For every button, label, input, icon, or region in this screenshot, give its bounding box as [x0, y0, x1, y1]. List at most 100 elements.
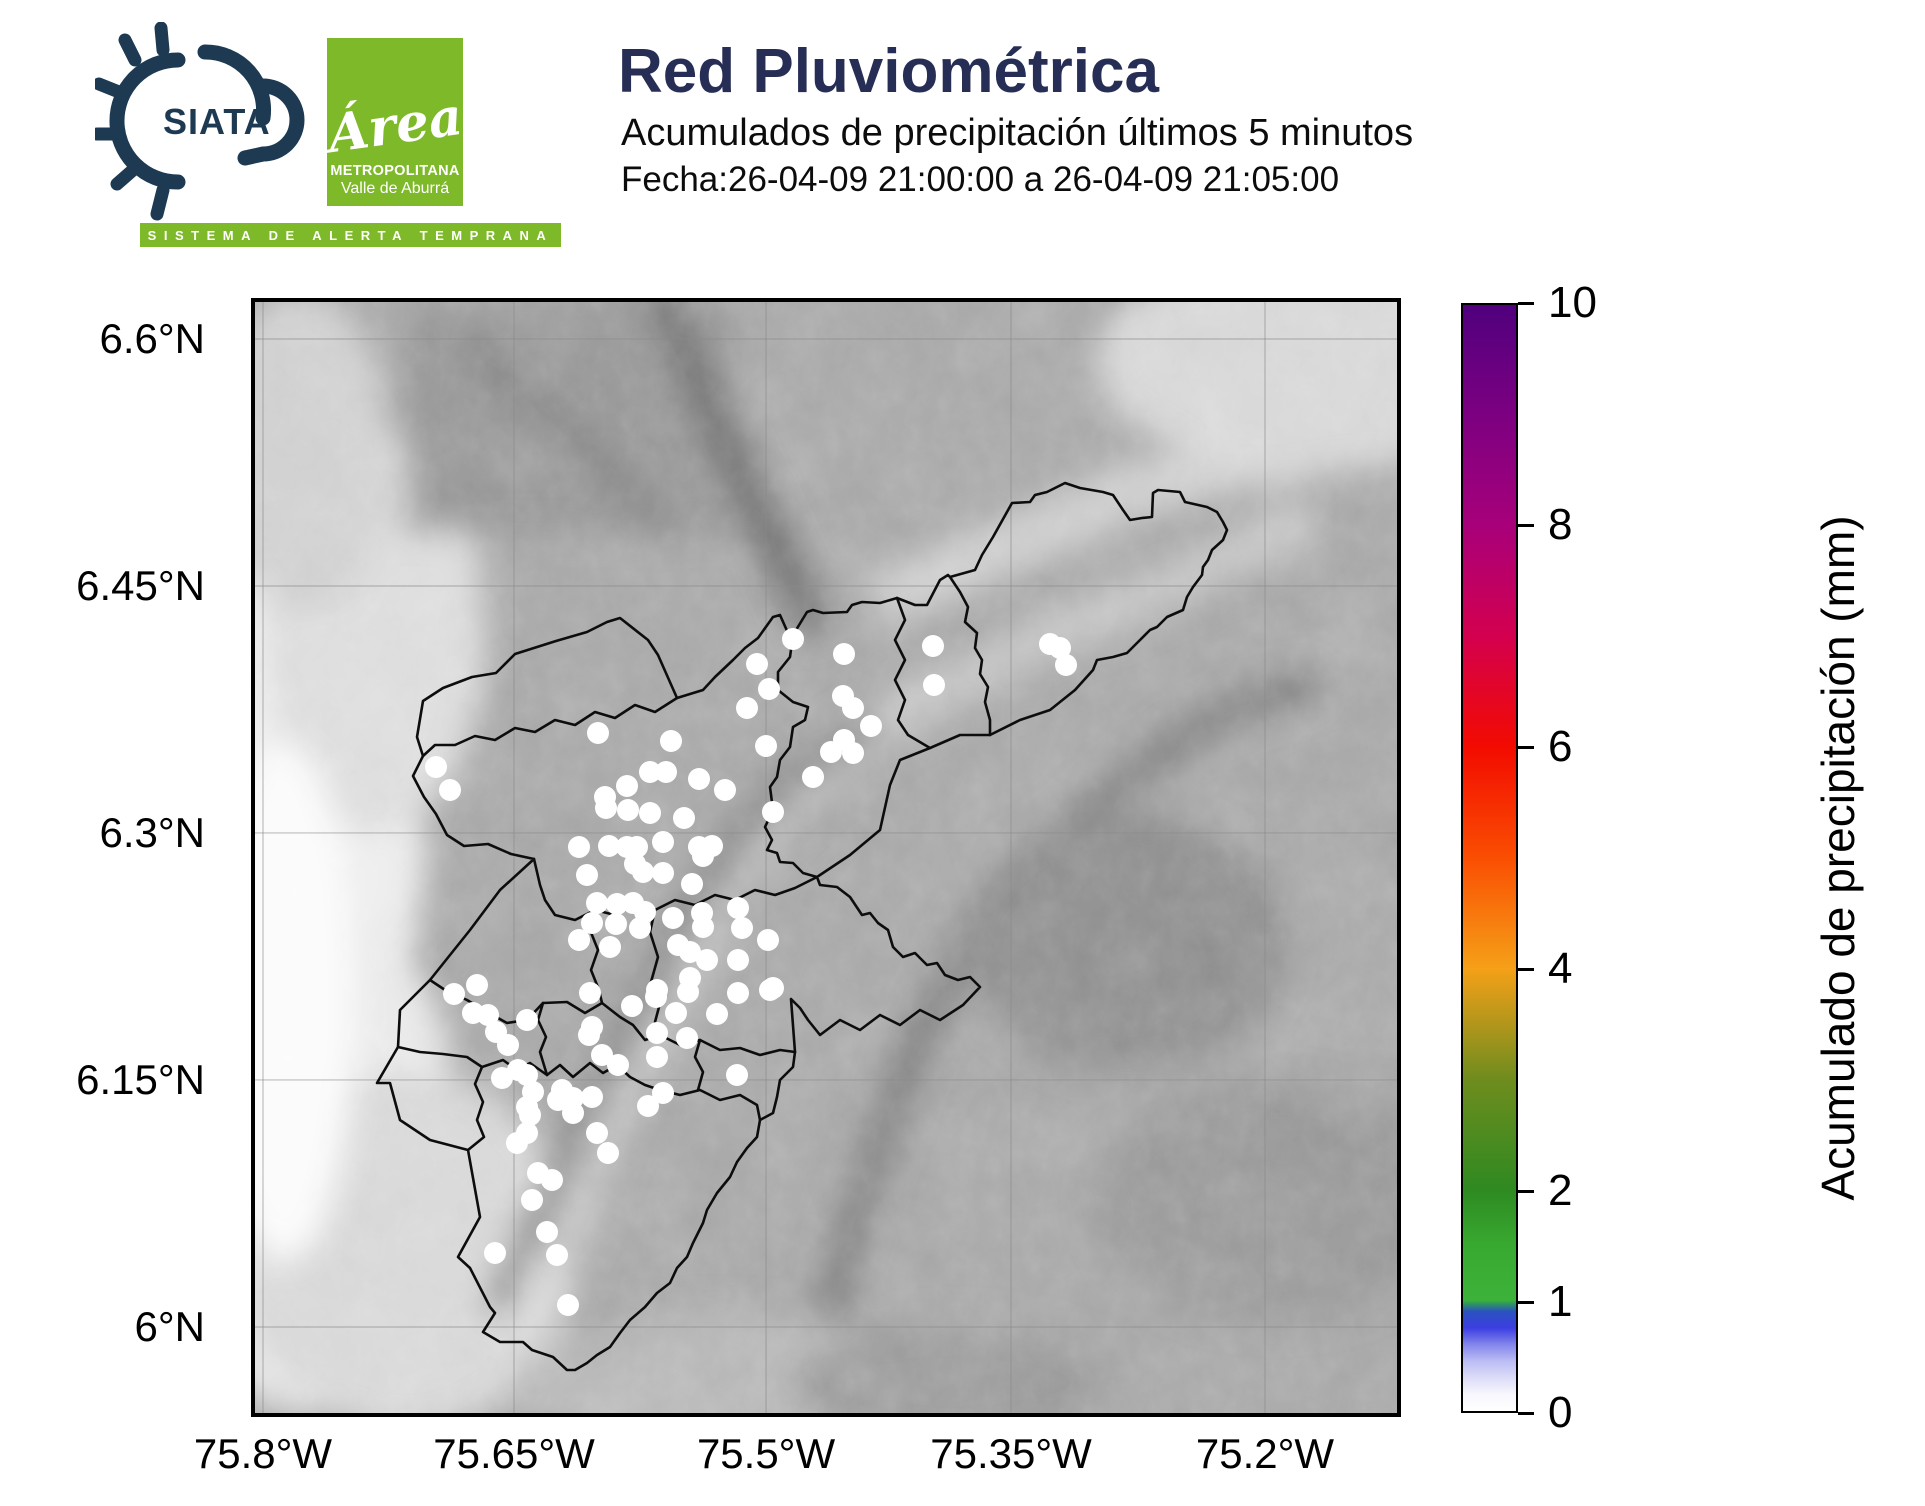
siata-logo: SIATA — [95, 22, 305, 221]
station-dot — [506, 1132, 528, 1154]
colorbar-tick-mark — [1518, 301, 1534, 305]
station-dot — [714, 779, 736, 801]
station-dot — [758, 678, 780, 700]
station-dot — [646, 1046, 668, 1068]
station-dot — [519, 1104, 541, 1126]
station-dot — [923, 674, 945, 696]
colorbar-tick-mark — [1518, 967, 1534, 971]
station-dot — [662, 907, 684, 929]
colorbar-axis-label: Acumulado de precipitación (mm) — [1812, 515, 1864, 1201]
colorbar-tick-mark — [1518, 1300, 1534, 1304]
station-dot — [443, 983, 465, 1005]
station-dot — [646, 1022, 668, 1044]
station-dot — [639, 761, 661, 783]
x-tick-label: 75.35°W — [930, 1430, 1092, 1477]
station-dot — [660, 730, 682, 752]
station-dot — [536, 1221, 558, 1243]
map-svg — [255, 302, 1397, 1413]
station-dot — [681, 873, 703, 895]
station-dot — [727, 949, 749, 971]
colorbar-tick-mark — [1518, 1411, 1534, 1415]
page-title: Red Pluviométrica — [618, 37, 1159, 106]
station-dot — [782, 628, 804, 650]
station-dot — [802, 766, 824, 788]
station-dot — [679, 941, 701, 963]
station-dot — [1055, 654, 1077, 676]
station-dot — [860, 715, 882, 737]
colorbar-tick-label: 6 — [1548, 722, 1573, 771]
colorbar-tick-label: 4 — [1548, 944, 1573, 993]
station-dot — [652, 862, 674, 884]
station-dot — [439, 779, 461, 801]
terrain-layer — [255, 302, 1397, 1413]
x-tick-label: 75.65°W — [433, 1430, 595, 1477]
station-dot — [727, 897, 749, 919]
station-dot — [842, 742, 864, 764]
station-dot — [586, 1122, 608, 1144]
station-dot — [755, 735, 777, 757]
colorbar-tick-mark — [1518, 523, 1534, 527]
station-dot — [425, 756, 447, 778]
station-dot — [521, 1189, 543, 1211]
station-dot — [562, 1102, 584, 1124]
station-dot — [557, 1294, 579, 1316]
station-dot — [676, 1027, 698, 1049]
stations-layer — [425, 628, 1077, 1316]
station-dot — [692, 845, 714, 867]
station-dot — [591, 1044, 613, 1066]
station-dot — [673, 807, 695, 829]
station-dot — [677, 981, 699, 1003]
station-dot — [820, 741, 842, 763]
station-dot — [652, 831, 674, 853]
x-tick-label: 75.2°W — [1195, 1430, 1335, 1477]
colorbar-tick-label: 1 — [1548, 1277, 1573, 1326]
siata-wordmark: SIATA — [163, 101, 271, 142]
station-dot — [726, 1064, 748, 1086]
page-subtitle: Acumulados de precipitación últimos 5 mi… — [621, 112, 1414, 154]
station-dot — [655, 761, 677, 783]
municipality-boundary — [421, 696, 679, 758]
station-dot — [576, 864, 598, 886]
station-dot — [639, 802, 661, 824]
station-dot — [598, 835, 620, 857]
colorbar-tick-mark — [1518, 745, 1534, 749]
station-dot — [581, 1086, 603, 1108]
colorbar-tick-label: 8 — [1548, 500, 1573, 549]
station-dot — [616, 775, 638, 797]
station-dot — [595, 797, 617, 819]
station-dot — [477, 1004, 499, 1026]
siata-cloud-icon — [237, 78, 305, 166]
station-dot — [757, 929, 779, 951]
station-dot — [568, 836, 590, 858]
station-dot — [629, 917, 651, 939]
area-metropolitana-logo: Área METROPOLITANA Valle de Aburrá — [324, 38, 466, 206]
station-dot — [568, 929, 590, 951]
gridlines-layer — [255, 302, 1397, 1413]
station-dot — [587, 722, 609, 744]
station-dot — [497, 1034, 519, 1056]
station-dot — [516, 1064, 538, 1086]
station-dot — [607, 1054, 629, 1076]
station-dot — [832, 685, 854, 707]
station-dot — [626, 836, 648, 858]
station-dot — [484, 1242, 506, 1264]
station-dot — [632, 861, 654, 883]
colorbar-tick-label: 0 — [1548, 1388, 1573, 1437]
station-dot — [696, 949, 718, 971]
y-tick-label: 6°N — [134, 1303, 206, 1350]
date-range-text: Fecha:26-04-09 21:00:00 a 26-04-09 21:05… — [621, 160, 1340, 199]
colorbar-tick-mark — [1518, 1189, 1534, 1193]
siata-sun-icon — [109, 52, 186, 190]
station-dot — [597, 1142, 619, 1164]
station-dot — [833, 643, 855, 665]
station-dot — [541, 1169, 563, 1191]
sistema-alerta-temprana-banner: SISTEMA DE ALERTA TEMPRANA — [140, 223, 561, 247]
area-logo-script: Área — [324, 85, 466, 166]
municipality-boundary — [693, 1038, 705, 1092]
station-dot — [645, 986, 667, 1008]
station-dot — [652, 1082, 674, 1104]
station-dot — [599, 936, 621, 958]
station-dot — [746, 653, 768, 675]
station-dot — [621, 995, 643, 1017]
